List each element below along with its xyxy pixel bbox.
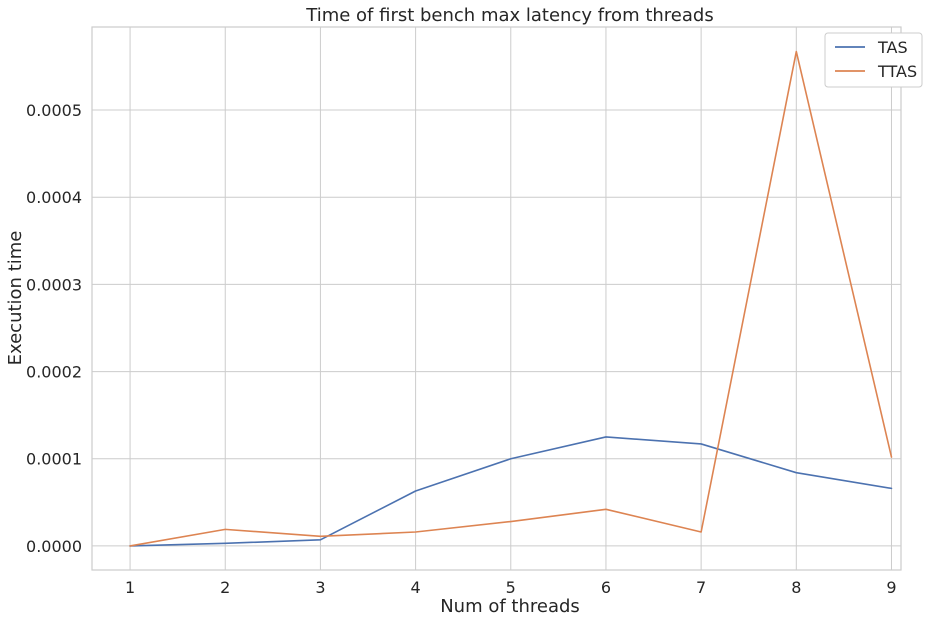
plot-area (91, 26, 902, 571)
series-line-tas (129, 436, 893, 547)
grid (92, 27, 901, 570)
series-line-ttas (129, 50, 893, 547)
x-tick-label: 4 (411, 578, 421, 597)
x-tick-label: 3 (315, 578, 325, 597)
x-tick-label: 8 (791, 578, 801, 597)
legend-label-ttas: TTAS (877, 62, 917, 81)
y-tick-label: 0.0000 (26, 537, 82, 556)
legend: TAS TTAS (824, 32, 923, 88)
y-tick-label: 0.0002 (26, 363, 82, 382)
y-tick-label: 0.0004 (26, 188, 82, 207)
x-tick-label: 5 (506, 578, 516, 597)
chart-title: Time of first bench max latency from thr… (305, 5, 713, 26)
x-tick-label: 9 (886, 578, 896, 597)
x-axis-label: Num of threads (440, 596, 580, 617)
y-tick-label: 0.0005 (26, 101, 82, 120)
x-tick-label: 2 (220, 578, 230, 597)
legend-label-tas: TAS (877, 38, 908, 57)
x-tick-label: 7 (696, 578, 706, 597)
series-layer (129, 50, 893, 547)
x-tick-label: 1 (125, 578, 135, 597)
y-axis: 0.0000 0.0001 0.0002 0.0003 0.0004 0.0005 (26, 101, 82, 556)
y-axis-label: Execution time (5, 231, 26, 366)
x-tick-label: 6 (601, 578, 611, 597)
y-tick-label: 0.0001 (26, 450, 82, 469)
x-axis: 1 2 3 4 5 6 7 8 9 (125, 578, 897, 597)
y-tick-label: 0.0003 (26, 275, 82, 294)
